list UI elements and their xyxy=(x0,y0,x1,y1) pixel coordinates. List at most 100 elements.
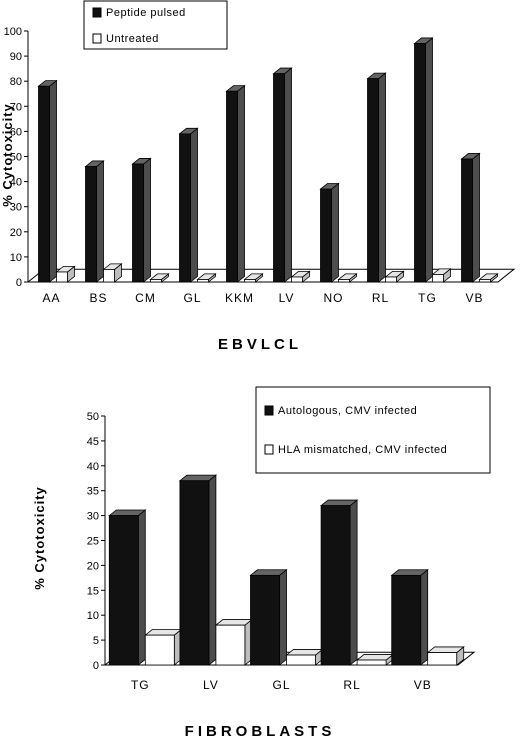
bar-top-face xyxy=(108,509,147,516)
x-category-label: VB xyxy=(465,291,483,305)
bar-secondary xyxy=(290,270,311,283)
bar-primary xyxy=(225,84,246,283)
bar-front-face xyxy=(179,480,210,666)
bar-front-face xyxy=(244,279,256,283)
bar-front-face xyxy=(144,634,175,666)
bar-secondary xyxy=(285,648,324,666)
bar-primary xyxy=(84,160,105,283)
y-tick-label: 60 xyxy=(10,126,22,138)
y-tick-label: 5 xyxy=(93,635,99,647)
bar-front-face xyxy=(427,652,458,666)
bar-front-face xyxy=(250,574,280,666)
bar-primary xyxy=(131,157,152,283)
bar-secondary xyxy=(196,273,217,283)
bar-front-face xyxy=(132,163,144,283)
bar-primary xyxy=(390,568,429,666)
y-tick-label: 30 xyxy=(87,511,99,523)
bar-top-face xyxy=(178,474,218,482)
bar-primary xyxy=(37,79,58,283)
x-category-label: LV xyxy=(203,678,219,692)
cytotoxicity-fibroblasts-chart: 0 5 10 15 20 25 30 35 40 45 50 TG LV GL RL VB % Cytotoxi… xyxy=(32,386,491,740)
y-axis-title: % Cytotoxicity xyxy=(32,486,47,590)
bar-side-face xyxy=(472,152,480,283)
y-tick-label: 90 xyxy=(10,51,22,63)
bar-front-face xyxy=(432,274,444,283)
bar-front-face xyxy=(108,515,139,666)
x-axis-title: FIBROBLASTS xyxy=(185,723,336,740)
bar-primary xyxy=(319,182,340,283)
bar-primary xyxy=(178,127,199,283)
x-category-label: AA xyxy=(42,291,60,305)
bar-top-face xyxy=(390,569,429,576)
bar-primary xyxy=(319,499,359,666)
legend-box xyxy=(255,386,491,474)
bar-secondary xyxy=(337,273,358,283)
bar-side-face xyxy=(279,568,287,666)
bar-front-face xyxy=(215,624,246,666)
y-tick-label: 50 xyxy=(87,411,99,423)
y-tick-label: 45 xyxy=(87,436,99,448)
bar-front-face xyxy=(479,279,491,283)
legend: Autologous, CMV infected HLA mismatched, … xyxy=(255,386,491,474)
legend-swatch xyxy=(264,405,274,416)
bar-front-face xyxy=(391,574,422,666)
x-category-label: CM xyxy=(135,291,156,305)
y-tick-label: 40 xyxy=(10,177,22,189)
bar-primary xyxy=(108,509,147,666)
bar-side-face xyxy=(378,72,386,283)
y-tick-label: 10 xyxy=(10,252,22,264)
bar-primary xyxy=(272,67,293,283)
legend-swatch xyxy=(92,7,102,18)
bar-side-face xyxy=(143,157,151,283)
bar-side-face xyxy=(190,127,198,283)
y-tick-label: 0 xyxy=(16,277,22,289)
bar-top-face xyxy=(249,569,288,576)
legend-label: Autologous, CMV infected xyxy=(278,405,417,417)
bar-secondary xyxy=(384,270,405,283)
bar-front-face xyxy=(338,279,350,283)
bar-front-face xyxy=(56,271,68,283)
bar-secondary xyxy=(426,646,465,666)
y-tick-label: 10 xyxy=(87,610,99,622)
bar-top-face xyxy=(355,654,395,661)
bar-secondary xyxy=(431,268,452,283)
bar-secondary xyxy=(243,273,264,283)
y-tick-label: 30 xyxy=(10,202,22,214)
bar-side-face xyxy=(49,79,57,283)
x-category-label: GL xyxy=(183,291,201,305)
bar-secondary xyxy=(214,618,254,666)
x-category-label: BS xyxy=(89,291,107,305)
y-tick-label: 0 xyxy=(93,660,99,672)
bar-side-face xyxy=(208,474,217,666)
legend-label: HLA mismatched, CMV infected xyxy=(278,444,447,456)
bar-secondary xyxy=(102,263,123,283)
x-category-label: KKM xyxy=(225,291,254,305)
x-category-label: LV xyxy=(279,291,295,305)
x-category-label: RL xyxy=(343,678,360,692)
bar-primary xyxy=(366,72,387,283)
legend-swatch xyxy=(92,33,102,44)
legend-label: Peptide pulsed xyxy=(106,7,186,19)
bar-secondary xyxy=(55,265,76,283)
y-tick-label: 80 xyxy=(10,76,22,88)
bar-side-face xyxy=(331,182,339,283)
bar-front-face xyxy=(179,133,191,283)
bar-secondary xyxy=(149,273,170,283)
bar-side-face xyxy=(137,509,146,666)
bar-top-face xyxy=(214,619,254,626)
bar-front-face xyxy=(320,505,351,666)
y-tick-label: 25 xyxy=(87,536,99,548)
y-tick-label: 20 xyxy=(10,227,22,239)
bar-front-face xyxy=(85,166,97,283)
bar-secondary xyxy=(478,273,499,283)
bar-front-face xyxy=(103,269,115,283)
legend-swatch xyxy=(264,444,274,455)
bar-side-face xyxy=(237,84,245,283)
bar-top-face xyxy=(285,649,324,656)
bar-secondary xyxy=(144,628,183,666)
bar-front-face xyxy=(356,659,387,666)
legend-label: Untreated xyxy=(106,33,159,45)
bar-top-face xyxy=(144,629,183,636)
bar-front-face xyxy=(320,188,332,283)
